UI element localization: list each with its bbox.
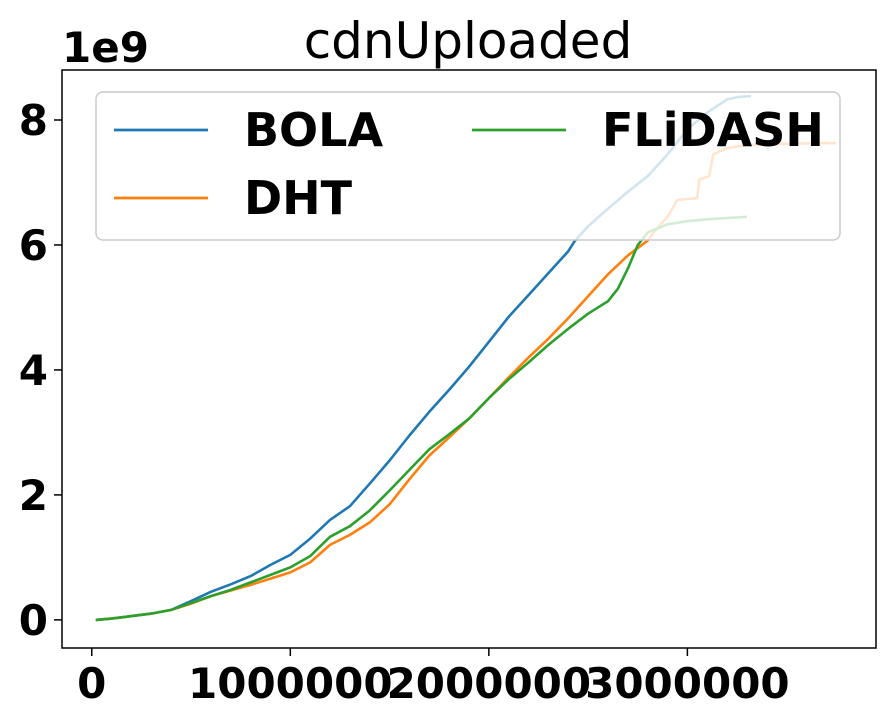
y-tick-label: 6 (19, 221, 48, 270)
y-tick-label: 0 (19, 596, 48, 645)
x-tick-label: 2000000 (387, 659, 592, 708)
legend-label-bola: BOLA (244, 103, 383, 157)
y-tick-label: 2 (19, 471, 48, 520)
x-tick-label: 0 (77, 659, 106, 708)
legend-label-dht: DHT (244, 171, 353, 225)
x-tick-label: 1000000 (188, 659, 393, 708)
plot-frame (61, 69, 877, 649)
y-axis-offset-label: 1e9 (62, 23, 149, 72)
series-line-flidash (95, 215, 748, 622)
chart-title: cdnUploaded (304, 12, 633, 70)
y-axis: 0 2 4 6 8 (19, 96, 62, 645)
x-tick-label: 3000000 (585, 659, 790, 708)
y-tick-label: 4 (19, 346, 48, 395)
legend-label-flidash: FLiDASH (602, 103, 824, 157)
y-tick-label: 8 (19, 96, 48, 145)
legend-box (95, 91, 841, 241)
legend: BOLA DHT FLiDASH (95, 91, 841, 241)
